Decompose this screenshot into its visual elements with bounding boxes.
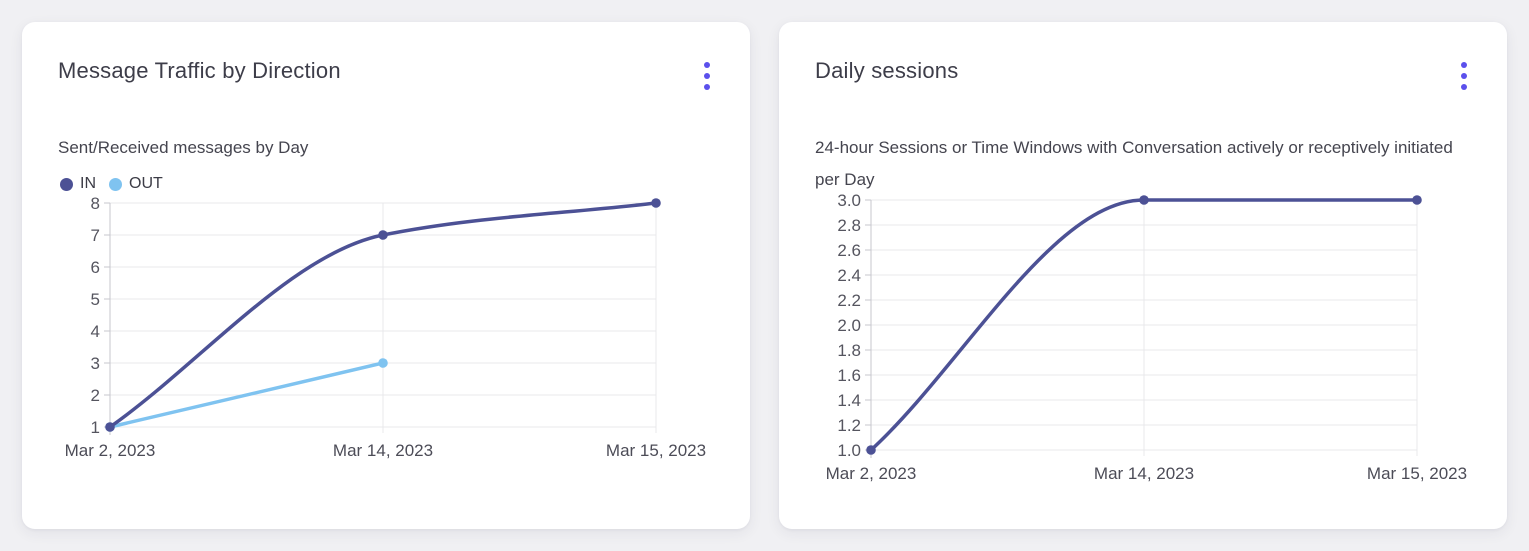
- y-axis-tick-label: 2.6: [837, 241, 861, 260]
- y-axis-tick-label: 2: [91, 386, 100, 405]
- y-axis-tick-label: 3: [91, 354, 100, 373]
- card-menu-button[interactable]: [694, 54, 720, 96]
- y-axis-tick-label: 3.0: [837, 192, 861, 210]
- data-point-IN[interactable]: [378, 230, 388, 240]
- legend-swatch-out: [109, 177, 122, 191]
- y-axis-tick-label: 4: [91, 322, 100, 341]
- card-subtitle: 24-hour Sessions or Time Windows with Co…: [815, 138, 1453, 189]
- x-axis-tick-label: Mar 15, 2023: [606, 441, 706, 460]
- y-axis-tick-label: 6: [91, 258, 100, 277]
- y-axis-tick-label: 1.2: [837, 416, 861, 435]
- series-line-Sessions: [869, 198, 1419, 452]
- x-axis-tick-label: Mar 14, 2023: [333, 441, 433, 460]
- y-axis-tick-label: 1.0: [837, 441, 861, 460]
- card-daily-sessions: Daily sessions 24-hour Sessions or Time …: [779, 22, 1507, 529]
- legend-label-in: IN: [80, 175, 96, 192]
- x-axis-tick-label: Mar 15, 2023: [1367, 464, 1467, 483]
- data-point-Sessions[interactable]: [1412, 195, 1422, 205]
- data-point-Sessions[interactable]: [866, 445, 876, 455]
- kebab-vertical-icon: [704, 62, 710, 68]
- y-axis-tick-label: 2.2: [837, 291, 861, 310]
- x-axis-tick-label: Mar 14, 2023: [1094, 464, 1194, 483]
- series-line-OUT: [108, 361, 385, 429]
- card-title: Message Traffic by Direction: [58, 58, 341, 83]
- y-axis-tick-label: 8: [91, 195, 100, 213]
- y-axis-tick-label: 2.0: [837, 316, 861, 335]
- kebab-vertical-icon: [1461, 84, 1467, 90]
- y-axis-tick-label: 1: [91, 418, 100, 437]
- x-axis-tick-label: Mar 2, 2023: [826, 464, 917, 483]
- y-axis-tick-label: 5: [91, 290, 100, 309]
- data-point-Sessions[interactable]: [1139, 195, 1149, 205]
- data-point-OUT[interactable]: [378, 358, 388, 368]
- y-axis-tick-label: 2.8: [837, 216, 861, 235]
- message-traffic-chart[interactable]: 1 2 3 4 5 6 7 8 Mar 2, 2023 Mar 14, 2023 Mar 15, 2…: [58, 195, 742, 473]
- legend-label-out: OUT: [129, 175, 163, 192]
- card-header: Message Traffic by Direction: [58, 56, 714, 96]
- chart-legend: IN OUT: [60, 173, 714, 195]
- card-header: Daily sessions: [815, 56, 1471, 96]
- card-message-traffic: Message Traffic by Direction Sent/Receiv…: [22, 22, 750, 529]
- y-axis-tick-label: 1.4: [837, 391, 861, 410]
- kebab-vertical-icon: [1461, 73, 1467, 79]
- legend-item-out[interactable]: OUT: [109, 175, 163, 193]
- daily-sessions-chart[interactable]: 1.0 1.2 1.4 1.6 1.8 2.0 2.2 2.4 2.6 2.8 3.0 Mar 2, …: [815, 192, 1499, 496]
- y-axis-tick-label: 7: [91, 226, 100, 245]
- y-axis-tick-label: 1.8: [837, 341, 861, 360]
- kebab-vertical-icon: [1461, 62, 1467, 68]
- kebab-vertical-icon: [704, 73, 710, 79]
- card-menu-button[interactable]: [1451, 54, 1477, 96]
- chart-gridlines: [865, 199, 1418, 458]
- legend-swatch-in: [60, 177, 73, 191]
- card-subtitle: Sent/Received messages by Day: [58, 138, 309, 157]
- data-point-IN[interactable]: [651, 198, 661, 208]
- x-axis-tick-label: Mar 2, 2023: [65, 441, 156, 460]
- legend-item-in[interactable]: IN: [60, 175, 96, 193]
- kebab-vertical-icon: [704, 84, 710, 90]
- card-title: Daily sessions: [815, 58, 959, 83]
- data-point-IN[interactable]: [105, 422, 115, 432]
- y-axis-tick-label: 2.4: [837, 266, 861, 285]
- y-axis-tick-label: 1.6: [837, 366, 861, 385]
